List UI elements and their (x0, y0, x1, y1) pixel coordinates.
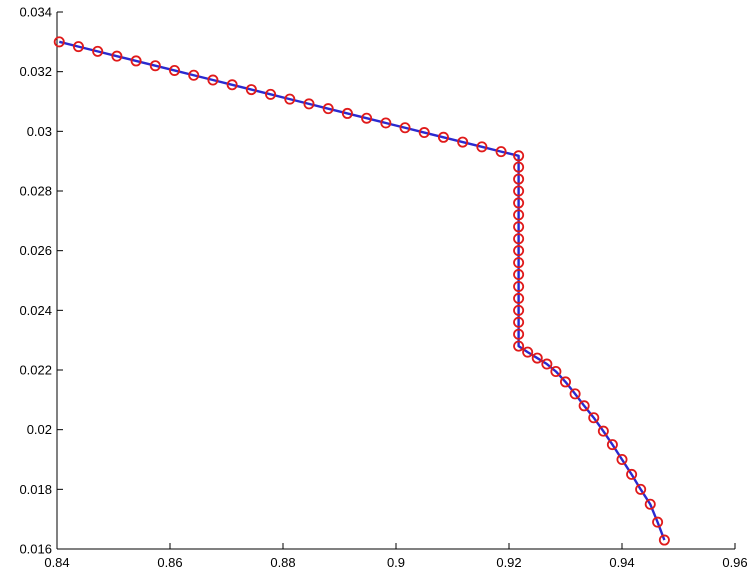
y-axis-ticks: 0.016 0.018 0.02 0.022 0.024 0.026 0.028 0.03 0.… (19, 5, 63, 557)
data-point-marker (513, 292, 525, 304)
data-point-marker (635, 483, 647, 495)
x-tick-label: 0.86 (157, 555, 182, 570)
data-point-marker (380, 117, 392, 129)
data-point-marker (513, 173, 525, 185)
x-tick-label: 0.92 (496, 555, 521, 570)
data-point-marker (513, 257, 525, 269)
data-point-marker (531, 352, 543, 364)
data-point-marker (72, 41, 84, 53)
data-point-marker (322, 103, 334, 115)
data-point-marker (513, 209, 525, 221)
data-point-marker (616, 453, 628, 465)
data-point-marker (513, 304, 525, 316)
data-point-marker (130, 55, 142, 67)
data-point-marker (644, 498, 656, 510)
y-tick-label: 0.03 (27, 124, 52, 139)
data-point-marker (513, 245, 525, 257)
x-tick-label: 0.84 (44, 555, 69, 570)
data-point-marker (513, 197, 525, 209)
y-tick-label: 0.034 (19, 5, 52, 20)
data-point-marker (226, 79, 238, 91)
y-tick-label: 0.026 (19, 243, 52, 258)
data-point-marker (513, 328, 525, 340)
data-point-marker (399, 122, 411, 134)
data-point-marker (652, 516, 664, 528)
data-point-marker (578, 400, 590, 412)
data-point-marker (418, 127, 430, 139)
data-point-marker (476, 141, 488, 153)
x-tick-label: 0.9 (387, 555, 405, 570)
data-point-marker (92, 45, 104, 57)
data-point-marker (341, 107, 353, 119)
data-point-marker (265, 88, 277, 100)
y-tick-label: 0.032 (19, 64, 52, 79)
data-point-marker (588, 412, 600, 424)
data-point-marker (457, 136, 469, 148)
data-point-marker (513, 150, 525, 162)
data-point-marker (207, 74, 219, 86)
data-point-marker (513, 233, 525, 245)
data-point-marker (606, 439, 618, 451)
data-point-marker (361, 112, 373, 124)
data-point-marker (513, 269, 525, 281)
data-point-marker (560, 376, 572, 388)
data-point-marker (513, 280, 525, 292)
data-point-marker (245, 84, 257, 96)
data-point-marker (303, 98, 315, 110)
y-tick-label: 0.028 (19, 184, 52, 199)
x-tick-label: 0.94 (609, 555, 634, 570)
data-point-marker (658, 534, 670, 546)
data-point-marker (569, 388, 581, 400)
y-tick-label: 0.022 (19, 363, 52, 378)
data-point-marker (597, 425, 609, 437)
y-tick-label: 0.02 (27, 422, 52, 437)
plot-area (53, 36, 670, 546)
x-tick-label: 0.88 (270, 555, 295, 570)
data-point-marker (149, 60, 161, 72)
data-point-marker (541, 358, 553, 370)
data-point-marker (513, 221, 525, 233)
marker-series (53, 36, 670, 546)
x-tick-label: 0.96 (722, 555, 747, 570)
data-point-marker (522, 346, 534, 358)
data-point-marker (111, 50, 123, 62)
data-point-marker (513, 161, 525, 173)
data-point-marker (437, 131, 449, 143)
data-point-marker (495, 146, 507, 158)
data-point-marker (188, 69, 200, 81)
data-point-marker (513, 185, 525, 197)
y-tick-label: 0.018 (19, 482, 52, 497)
data-point-marker (626, 468, 638, 480)
data-point-marker (513, 316, 525, 328)
data-point-marker (513, 340, 525, 352)
y-tick-label: 0.016 (19, 542, 52, 557)
data-point-marker (169, 64, 181, 76)
x-axis-ticks: 0.84 0.86 0.88 0.9 0.92 0.94 0.96 (44, 543, 748, 570)
data-point-marker (284, 93, 296, 105)
y-tick-label: 0.024 (19, 303, 52, 318)
data-point-marker (550, 365, 562, 377)
data-point-marker (53, 36, 65, 48)
